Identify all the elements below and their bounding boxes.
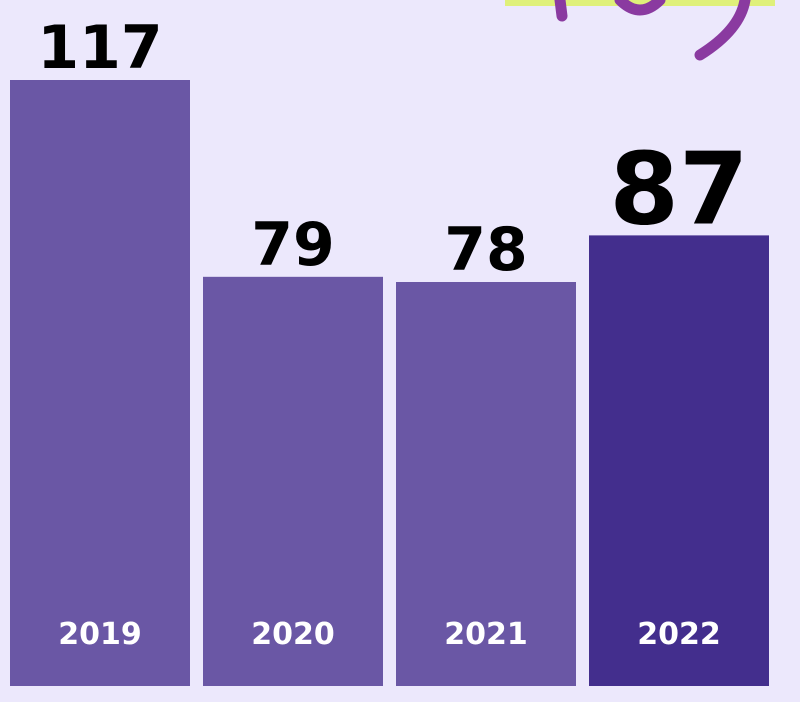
value-label: 78 bbox=[444, 215, 528, 285]
decor-highlight bbox=[505, 0, 775, 6]
value-label: 79 bbox=[251, 210, 335, 280]
bar bbox=[589, 235, 769, 686]
x-tick-label: 2020 bbox=[251, 617, 335, 652]
value-label: 87 bbox=[609, 130, 748, 247]
decor-scribble bbox=[554, 0, 751, 61]
bar bbox=[396, 282, 576, 686]
bar bbox=[203, 276, 383, 686]
x-tick-label: 2019 bbox=[58, 617, 142, 652]
x-tick-label: 2022 bbox=[637, 617, 721, 652]
bar bbox=[10, 80, 190, 686]
x-tick-label: 2021 bbox=[444, 617, 528, 652]
value-label: 117 bbox=[37, 13, 162, 83]
